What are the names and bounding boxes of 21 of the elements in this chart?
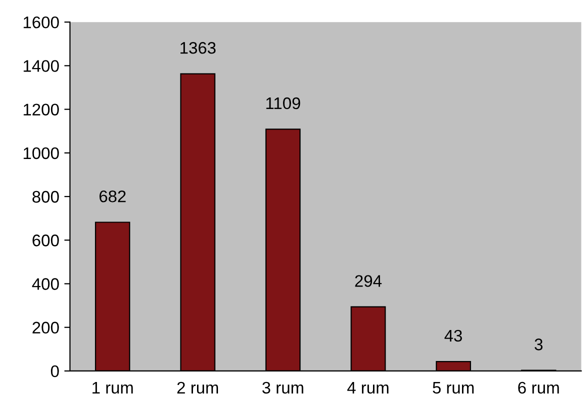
y-tick-label: 200 bbox=[32, 322, 59, 334]
y-tick-label: 1000 bbox=[24, 147, 59, 160]
data-label: 43 bbox=[444, 330, 462, 342]
data-label: 3 bbox=[534, 338, 543, 350]
data-label: 682 bbox=[100, 190, 126, 202]
x-tick-label: 4 rum bbox=[347, 382, 388, 394]
data-label: 1363 bbox=[180, 42, 216, 54]
x-tick-label: 3 rum bbox=[262, 382, 304, 394]
data-label: 1109 bbox=[266, 97, 300, 110]
x-tick-label: 2 rum bbox=[177, 382, 218, 394]
x-tick-label: 1 rum bbox=[92, 382, 133, 394]
y-tick-label: 1400 bbox=[24, 60, 59, 72]
y-tick-label: 1600 bbox=[24, 16, 59, 28]
y-tick-label: 1200 bbox=[24, 104, 59, 116]
data-label: 294 bbox=[355, 275, 382, 287]
x-tick-label: 5 rum bbox=[432, 382, 474, 394]
y-tick-label: 600 bbox=[32, 234, 59, 246]
y-tick-label: 400 bbox=[32, 278, 59, 290]
y-tick-label: 0 bbox=[50, 365, 59, 378]
x-tick-label: 6 rum bbox=[518, 382, 559, 394]
y-tick-label: 800 bbox=[32, 190, 59, 203]
